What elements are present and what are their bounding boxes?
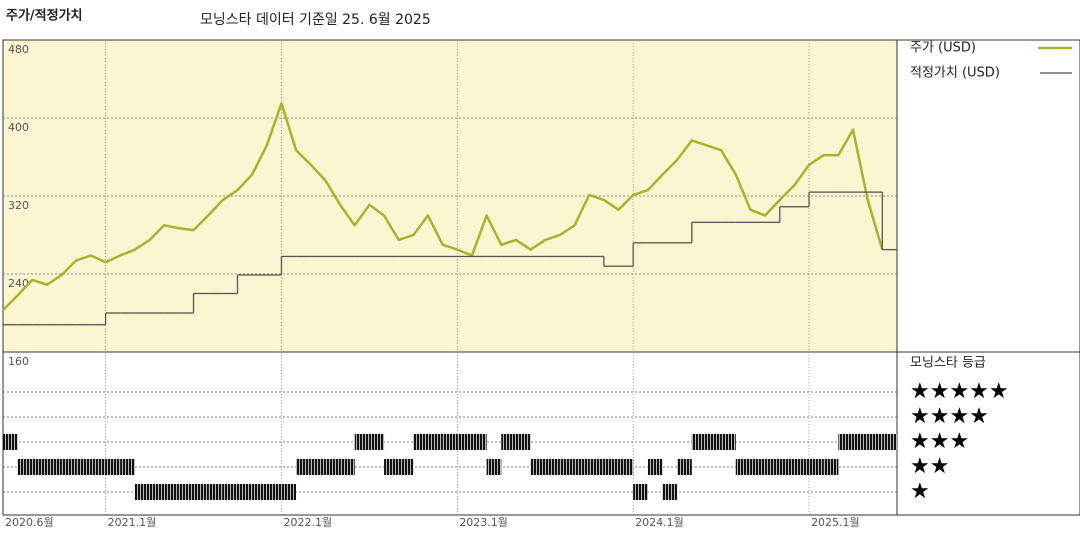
- rating-bar: [296, 459, 311, 475]
- legend-label: 주가 (USD): [910, 41, 976, 56]
- rating-bar: [457, 434, 472, 450]
- rating-bar: [633, 484, 648, 500]
- y-tick-label: 480: [8, 43, 29, 56]
- rating-bar: [76, 459, 91, 475]
- rating-bar: [105, 459, 121, 475]
- rating-bar: [384, 459, 399, 475]
- rating-bar: [471, 434, 487, 450]
- rating-bar: [647, 459, 663, 475]
- x-tick-label: 2021.1월: [108, 516, 157, 529]
- rating-bar: [340, 459, 355, 475]
- y-tick-label: 320: [8, 199, 29, 212]
- rating-bar: [559, 459, 575, 475]
- rating-label: ★: [910, 479, 930, 504]
- chart-title: 주가/적정가치: [6, 8, 83, 24]
- rating-label: ★★★★★: [910, 379, 1009, 404]
- rating-bar: [178, 484, 194, 500]
- chart-subtitle: 모닝스타 데이터 기준일 25. 6월 2025: [200, 12, 431, 28]
- plot-background: [3, 40, 897, 352]
- rating-bar: [354, 434, 370, 450]
- rating-bar: [603, 459, 619, 475]
- rating-bar: [222, 484, 238, 500]
- rating-bar: [677, 459, 692, 475]
- frame: [2, 39, 1080, 516]
- rating-title: 모닝스타 등급: [910, 356, 986, 371]
- y-tick-label: 160: [8, 355, 29, 368]
- rating-bar: [486, 459, 502, 475]
- x-tick-label: 2020.6월: [5, 516, 54, 529]
- rating-bar: [17, 459, 33, 475]
- rating-bar: [706, 434, 722, 450]
- price-line: [2, 102, 884, 311]
- rating-bar: [442, 434, 458, 450]
- x-tick-label: 2025.1월: [811, 516, 860, 529]
- rating-bar: [823, 459, 839, 475]
- rating-bar: [853, 434, 868, 450]
- rating-bar: [882, 434, 897, 450]
- rating-bar: [662, 484, 678, 500]
- rating-bar: [750, 459, 766, 475]
- rating-bar: [838, 434, 854, 450]
- rating-bar: [237, 484, 253, 500]
- rating-bar: [618, 459, 634, 475]
- rating-bar: [765, 459, 780, 475]
- rating-bar: [61, 459, 77, 475]
- rating-bar: [691, 434, 707, 450]
- rating-bar: [134, 484, 150, 500]
- legend-label: 적정가치 (USD): [910, 66, 1000, 81]
- rating-bar: [530, 459, 546, 475]
- rating-label: ★★★: [910, 429, 969, 454]
- rating-bar: [120, 459, 135, 475]
- rating-bar: [721, 434, 736, 450]
- rating-bar: [3, 434, 18, 450]
- rating-bar: [545, 459, 560, 475]
- rating-bar: [46, 459, 62, 475]
- rating-bar: [735, 459, 751, 475]
- rating-bar: [428, 434, 443, 450]
- rating-bar: [369, 434, 385, 450]
- rating-bar: [779, 459, 795, 475]
- rating-bar: [413, 434, 429, 450]
- rating-bar: [252, 484, 267, 500]
- rating-bar: [193, 484, 209, 500]
- rating-label: ★★★★: [910, 404, 989, 429]
- y-tick-label: 400: [8, 121, 29, 134]
- rating-bar: [164, 484, 179, 500]
- rating-bar: [281, 484, 297, 500]
- rating-bar: [149, 484, 165, 500]
- x-tick-label: 2022.1월: [283, 516, 332, 529]
- rating-bar: [574, 459, 590, 475]
- y-tick-label: 240: [8, 277, 29, 290]
- rating-bar: [90, 459, 106, 475]
- rating-bar: [809, 459, 824, 475]
- rating-bar: [208, 484, 223, 500]
- rating-bar: [32, 459, 47, 475]
- rating-bar: [589, 459, 604, 475]
- rating-bar: [266, 484, 282, 500]
- rating-bar: [398, 459, 414, 475]
- rating-label: ★★: [910, 454, 949, 479]
- rating-bar: [310, 459, 326, 475]
- rating-bar: [325, 459, 341, 475]
- rating-bar: [515, 434, 531, 450]
- rating-bar: [501, 434, 516, 450]
- rating-bar: [867, 434, 883, 450]
- x-tick-label: 2023.1월: [459, 516, 508, 529]
- x-tick-label: 2024.1월: [635, 516, 684, 529]
- rating-bar: [794, 459, 810, 475]
